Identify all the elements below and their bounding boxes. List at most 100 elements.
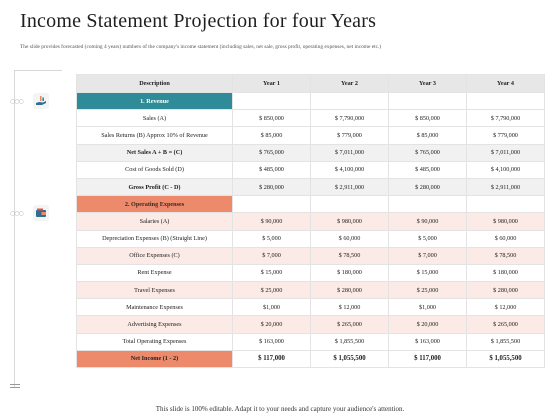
table-row-total-opex: Total Operating Expenses $ 163,000 $ 1,8… xyxy=(76,332,545,351)
cell-value: $ 280,000 xyxy=(310,281,389,300)
row-label: Maintenance Expenses xyxy=(76,298,233,317)
cell-value: $ 12,000 xyxy=(466,298,545,317)
cell-value: $ 85,000 xyxy=(388,126,467,145)
cell-value: $ 12,000 xyxy=(310,298,389,317)
table-row: Travel Expenses $ 25,000 $ 280,000 $ 25,… xyxy=(76,281,545,300)
empty-cell xyxy=(310,91,389,111)
row-label: Gross Profit (C - D) xyxy=(76,177,233,197)
cell-value: $ 180,000 xyxy=(310,263,389,283)
cell-value: $1,000 xyxy=(232,298,311,317)
empty-cell xyxy=(466,195,545,214)
empty-cell xyxy=(466,91,545,111)
cell-value: $ 2,911,000 xyxy=(310,177,389,197)
wallet-icon xyxy=(32,205,49,221)
empty-cell xyxy=(232,91,311,111)
row-label: Net Sales A + B = (C) xyxy=(76,143,233,162)
revenue-section-label: 1. Revenue xyxy=(76,91,233,111)
table-header-row: Description Year 1 Year 2 Year 3 Year 4 xyxy=(76,74,545,93)
table-row: Office Expenses (C) $ 7,000 $ 78,500 $ 7… xyxy=(76,246,545,265)
table-row: Salaries (A) $ 90,000 $ 980,000 $ 90,000… xyxy=(76,212,545,231)
cell-value: $ 4,100,000 xyxy=(466,160,545,179)
cell-value: $ 7,000 xyxy=(232,246,311,265)
decorative-bottom-line-2 xyxy=(10,387,20,388)
cell-value: $ 265,000 xyxy=(310,315,389,334)
cell-value: $ 90,000 xyxy=(388,212,467,231)
cell-value: $ 78,500 xyxy=(466,246,545,265)
revenue-marker: ○○○ xyxy=(10,93,49,109)
revenue-section-row: 1. Revenue xyxy=(76,91,545,111)
cell-value: $ 15,000 xyxy=(388,263,467,283)
cell-value: $ 980,000 xyxy=(310,212,389,231)
row-label: Advertising Expenses xyxy=(76,315,233,334)
decorative-bottom-line xyxy=(10,384,20,385)
footer-note: This slide is 100% editable. Adapt it to… xyxy=(155,405,405,413)
cell-value: $ 15,000 xyxy=(232,263,311,283)
row-label: Depreciation Expenses (B) (Straight Line… xyxy=(76,229,233,248)
cell-value: $ 1,055,500 xyxy=(466,349,545,369)
cell-value: $ 7,790,000 xyxy=(466,109,545,128)
cell-value: $ 25,000 xyxy=(388,281,467,300)
cell-value: $ 60,000 xyxy=(310,229,389,248)
cell-value: $ 180,000 xyxy=(466,263,545,283)
row-label: Travel Expenses xyxy=(76,281,233,300)
cell-value: $1,000 xyxy=(388,298,467,317)
cell-value: $ 7,011,000 xyxy=(466,143,545,162)
cell-value: $ 765,000 xyxy=(232,143,311,162)
header-description: Description xyxy=(76,74,233,93)
empty-cell xyxy=(388,91,467,111)
header-year-2: Year 2 xyxy=(310,74,389,93)
table-row: Sales Returns (B) Approx 10% of Revenue … xyxy=(76,126,545,145)
cell-value: $ 485,000 xyxy=(388,160,467,179)
opex-section-label: 2. Operating Expenses xyxy=(76,195,233,214)
cell-value: $ 779,000 xyxy=(466,126,545,145)
cell-value: $ 1,055,500 xyxy=(310,349,389,369)
cell-value: $ 5,000 xyxy=(232,229,311,248)
table-row: Depreciation Expenses (B) (Straight Line… xyxy=(76,229,545,248)
cell-value: $ 117,000 xyxy=(388,349,467,369)
page-subtitle: The slide provides forecasted (coming 4 … xyxy=(20,44,382,50)
cell-value: $ 485,000 xyxy=(232,160,311,179)
cell-value: $ 765,000 xyxy=(388,143,467,162)
cell-value: $ 5,000 xyxy=(388,229,467,248)
chevron-right-icon: ○○○ xyxy=(10,209,24,217)
header-year-4: Year 4 xyxy=(466,74,545,93)
table-row: Rent Expense $ 15,000 $ 180,000 $ 15,000… xyxy=(76,263,545,283)
cell-value: $ 7,790,000 xyxy=(310,109,389,128)
header-year-3: Year 3 xyxy=(388,74,467,93)
cell-value: $ 779,000 xyxy=(310,126,389,145)
cell-value: $ 60,000 xyxy=(466,229,545,248)
cell-value: $ 20,000 xyxy=(232,315,311,334)
row-label: Cost of Goods Sold (D) xyxy=(76,160,233,179)
table-row: Cost of Goods Sold (D) $ 485,000 $ 4,100… xyxy=(76,160,545,179)
empty-cell xyxy=(232,195,311,214)
chevron-right-icon: ○○○ xyxy=(10,97,24,105)
cell-value: $ 90,000 xyxy=(232,212,311,231)
row-label: Sales Returns (B) Approx 10% of Revenue xyxy=(76,126,233,145)
cell-value: $ 25,000 xyxy=(232,281,311,300)
cell-value: $ 980,000 xyxy=(466,212,545,231)
row-label: Rent Expense xyxy=(76,263,233,283)
cell-value: $ 265,000 xyxy=(466,315,545,334)
row-label: Sales (A) xyxy=(76,109,233,128)
table-row-gross-profit: Gross Profit (C - D) $ 280,000 $ 2,911,0… xyxy=(76,177,545,197)
cell-value: $ 163,000 xyxy=(232,332,311,351)
table-row: Advertising Expenses $ 20,000 $ 265,000 … xyxy=(76,315,545,334)
expenses-marker: ○○○ xyxy=(10,205,49,221)
cell-value: $ 2,911,000 xyxy=(466,177,545,197)
cell-value: $ 20,000 xyxy=(388,315,467,334)
page-title: Income Statement Projection for four Yea… xyxy=(20,10,377,32)
income-statement-table: Description Year 1 Year 2 Year 3 Year 4 … xyxy=(76,74,545,369)
cell-value: $ 280,000 xyxy=(388,177,467,197)
cell-value: $ 85,000 xyxy=(232,126,311,145)
cell-value: $ 4,100,000 xyxy=(310,160,389,179)
row-label: Office Expenses (C) xyxy=(76,246,233,265)
cell-value: $ 850,000 xyxy=(388,109,467,128)
row-label: Total Operating Expenses xyxy=(76,332,233,351)
hand-money-icon xyxy=(32,93,49,109)
cell-value: $ 7,000 xyxy=(388,246,467,265)
empty-cell xyxy=(388,195,467,214)
cell-value: $ 117,000 xyxy=(232,349,311,369)
cell-value: $ 280,000 xyxy=(232,177,311,197)
cell-value: $ 850,000 xyxy=(232,109,311,128)
opex-section-row: 2. Operating Expenses xyxy=(76,195,545,214)
